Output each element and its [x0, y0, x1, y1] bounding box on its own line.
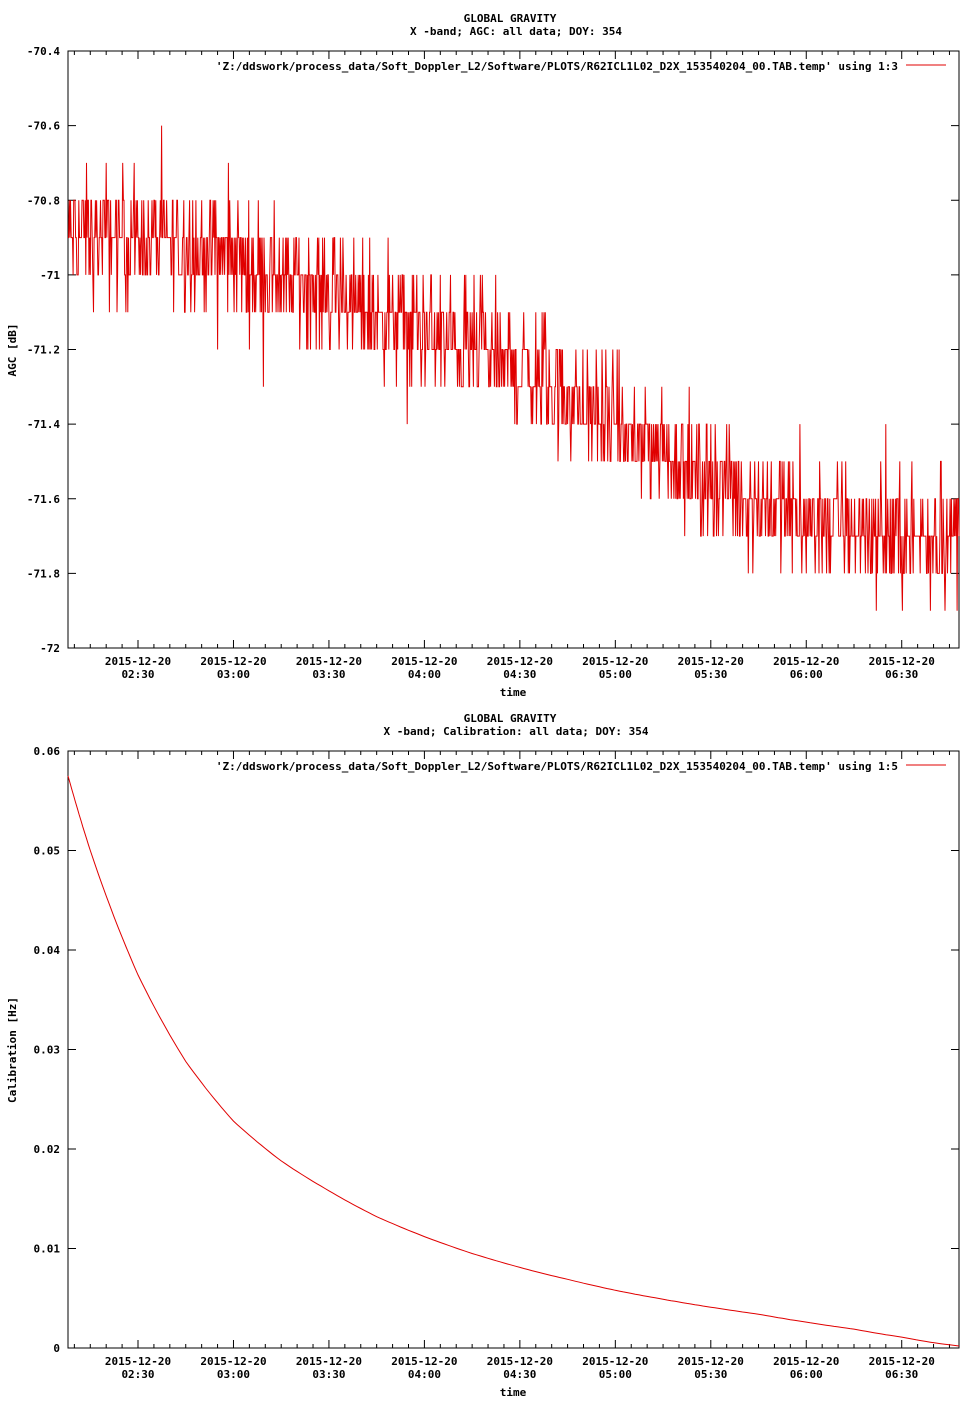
x-tick-time: 04:30: [503, 1368, 536, 1381]
x-tick-date: 2015-12-20: [773, 655, 839, 668]
x-tick-time: 04:00: [408, 1368, 441, 1381]
x-tick-time: 02:30: [121, 668, 154, 681]
y-tick-label: 0.04: [34, 944, 61, 957]
chart-title: GLOBAL GRAVITY: [464, 12, 557, 25]
y-axis: -70.4 -70.6 -70.8 -71 -71.2 -71.4 -71.6 -71.8 -7…: [27, 45, 959, 655]
series-line-agc: [68, 125, 960, 611]
y-tick-label: 0.02: [34, 1143, 61, 1156]
y-tick-label: 0.01: [34, 1243, 61, 1256]
x-tick-time: 06:00: [790, 1368, 823, 1381]
x-tick-date: 2015-12-20: [869, 1355, 935, 1368]
y-tick-label: 0.05: [34, 845, 61, 858]
y-tick-label: -71.4: [27, 418, 60, 431]
x-axis: 2015-12-2002:302015-12-2003:002015-12-20…: [73, 51, 950, 681]
x-tick-date: 2015-12-20: [200, 655, 266, 668]
x-axis-label: time: [500, 686, 527, 699]
x-tick-date: 2015-12-20: [869, 655, 935, 668]
y-tick-label: -71.2: [27, 344, 60, 357]
chart-calibration: GLOBAL GRAVITY X -band; Calibration: all…: [6, 712, 960, 1399]
y-axis: 0.06 0.05 0.04 0.03 0.02 0.01 0: [34, 745, 959, 1355]
x-tick-time: 05:30: [694, 1368, 727, 1381]
x-tick-time: 06:00: [790, 668, 823, 681]
x-tick-time: 06:30: [885, 1368, 918, 1381]
legend-label: 'Z:/ddswork/process_data/Soft_Doppler_L2…: [216, 60, 898, 73]
y-tick-label: -71.6: [27, 493, 60, 506]
x-axis: 2015-12-2002:302015-12-2003:002015-12-20…: [73, 751, 950, 1381]
y-tick-label: -72: [40, 642, 60, 655]
chart-subtitle: X -band; Calibration: all data; DOY: 354: [384, 725, 649, 738]
x-tick-time: 05:30: [694, 668, 727, 681]
x-tick-time: 02:30: [121, 1368, 154, 1381]
x-tick-date: 2015-12-20: [296, 1355, 362, 1368]
x-tick-date: 2015-12-20: [678, 655, 744, 668]
legend-label: 'Z:/ddswork/process_data/Soft_Doppler_L2…: [216, 760, 898, 773]
x-tick-date: 2015-12-20: [105, 1355, 171, 1368]
x-tick-date: 2015-12-20: [296, 655, 362, 668]
x-tick-time: 05:00: [599, 1368, 632, 1381]
x-tick-date: 2015-12-20: [487, 1355, 553, 1368]
y-tick-label: -70.4: [27, 45, 60, 58]
x-tick-time: 04:30: [503, 668, 536, 681]
x-tick-date: 2015-12-20: [773, 1355, 839, 1368]
plot-frame: [67, 50, 960, 649]
y-axis-label: Calibration [Hz]: [6, 997, 19, 1103]
chart-agc: GLOBAL GRAVITY X -band; AGC: all data; D…: [6, 12, 960, 699]
x-tick-time: 03:00: [217, 668, 250, 681]
x-tick-date: 2015-12-20: [200, 1355, 266, 1368]
plot-frame: [67, 750, 960, 1349]
x-axis-label: time: [500, 1386, 527, 1399]
chart-title: GLOBAL GRAVITY: [464, 712, 557, 725]
x-tick-date: 2015-12-20: [678, 1355, 744, 1368]
y-tick-label: -70.8: [27, 194, 60, 207]
chart-subtitle: X -band; AGC: all data; DOY: 354: [410, 25, 622, 38]
x-tick-date: 2015-12-20: [487, 655, 553, 668]
y-tick-label: -70.6: [27, 120, 60, 133]
x-tick-time: 03:30: [312, 1368, 345, 1381]
x-tick-date: 2015-12-20: [582, 655, 648, 668]
x-tick-date: 2015-12-20: [582, 1355, 648, 1368]
x-tick-time: 03:00: [217, 1368, 250, 1381]
y-tick-label: -71: [40, 269, 60, 282]
x-tick-time: 04:00: [408, 668, 441, 681]
x-tick-date: 2015-12-20: [391, 1355, 457, 1368]
y-tick-label: 0.03: [34, 1044, 61, 1057]
series-line-calibration: [67, 775, 960, 1347]
y-tick-label: 0: [53, 1342, 60, 1355]
x-tick-date: 2015-12-20: [105, 655, 171, 668]
y-axis-label: AGC [dB]: [6, 324, 19, 377]
y-tick-label: -71.8: [27, 567, 60, 580]
y-tick-label: 0.06: [34, 745, 61, 758]
x-tick-time: 03:30: [312, 668, 345, 681]
x-tick-date: 2015-12-20: [391, 655, 457, 668]
x-tick-time: 06:30: [885, 668, 918, 681]
x-tick-time: 05:00: [599, 668, 632, 681]
